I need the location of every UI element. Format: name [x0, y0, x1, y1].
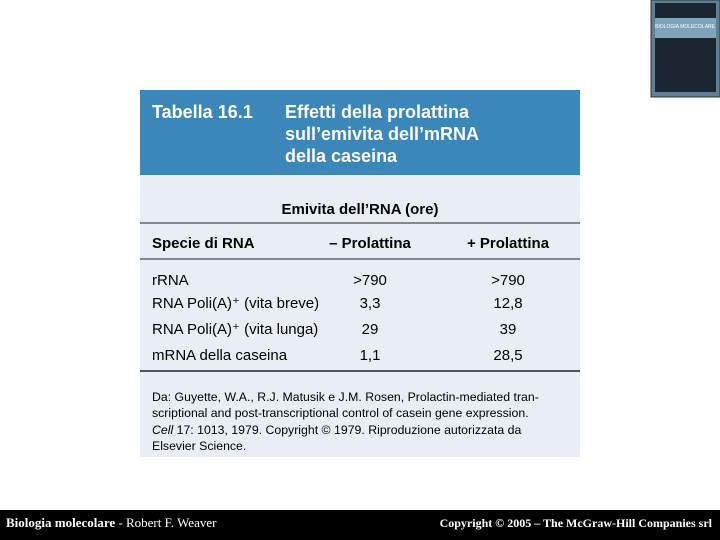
table-cell: 39 [500, 321, 517, 338]
group-header: Emivita dell’RNA (ore) [282, 201, 439, 218]
table-rows: rRNA >790 >790 RNA Poli(A)⁺ (vita breve) 3,3… [152, 272, 525, 364]
footer-title: Biologia molecolare [6, 515, 115, 530]
table-cell: RNA Poli(A)⁺ (vita lunga) [152, 321, 318, 338]
source-text: 17: 1013, 1979. Copyright © 1979. Riprod… [173, 423, 521, 437]
title-line: della caseina [285, 146, 398, 166]
table-cell: 12,8 [493, 295, 522, 312]
footer-bar [0, 510, 720, 540]
cover-band [655, 18, 716, 38]
title-line: sull’emivita dell’mRNA [285, 124, 479, 144]
table-cell: mRNA della caseina [152, 347, 288, 364]
cover-art [655, 3, 716, 92]
table-cell: 1,1 [360, 347, 381, 364]
table-cell: rRNA [152, 272, 189, 289]
column-header: + Prolattina [467, 235, 550, 252]
column-header: – Prolattina [329, 235, 411, 252]
table-cell: 29 [362, 321, 379, 338]
cover-title: BIOLOGIA MOLECOLARE [655, 24, 715, 30]
source-line: scriptional and post-transcriptional con… [152, 406, 529, 420]
table-cell: RNA Poli(A)⁺ (vita breve) [152, 295, 319, 312]
footer-author: - Robert F. Weaver [115, 515, 217, 530]
table-cell: 28,5 [493, 347, 522, 364]
table-body [140, 175, 580, 457]
source-line: Elsevier Science. [152, 439, 246, 453]
journal: Cell [152, 423, 174, 437]
footer-left: Biologia molecolare - Robert F. Weaver [6, 515, 217, 530]
source-line: Cell 17: 1013, 1979. Copyright © 1979. R… [152, 423, 521, 437]
table-cell: >790 [353, 272, 387, 289]
title-line: Effetti della prolattina [285, 102, 470, 122]
table-cell: >790 [491, 272, 525, 289]
column-header: Specie di RNA [152, 235, 255, 252]
table-label: Tabella 16.1 [152, 102, 253, 122]
table-header-band [140, 90, 580, 175]
footer-right: Copyright © 2005 – The McGraw-Hill Compa… [440, 516, 713, 530]
table-cell: 3,3 [360, 295, 381, 312]
source-line: Da: Guyette, W.A., R.J. Matusik e J.M. R… [152, 390, 539, 404]
